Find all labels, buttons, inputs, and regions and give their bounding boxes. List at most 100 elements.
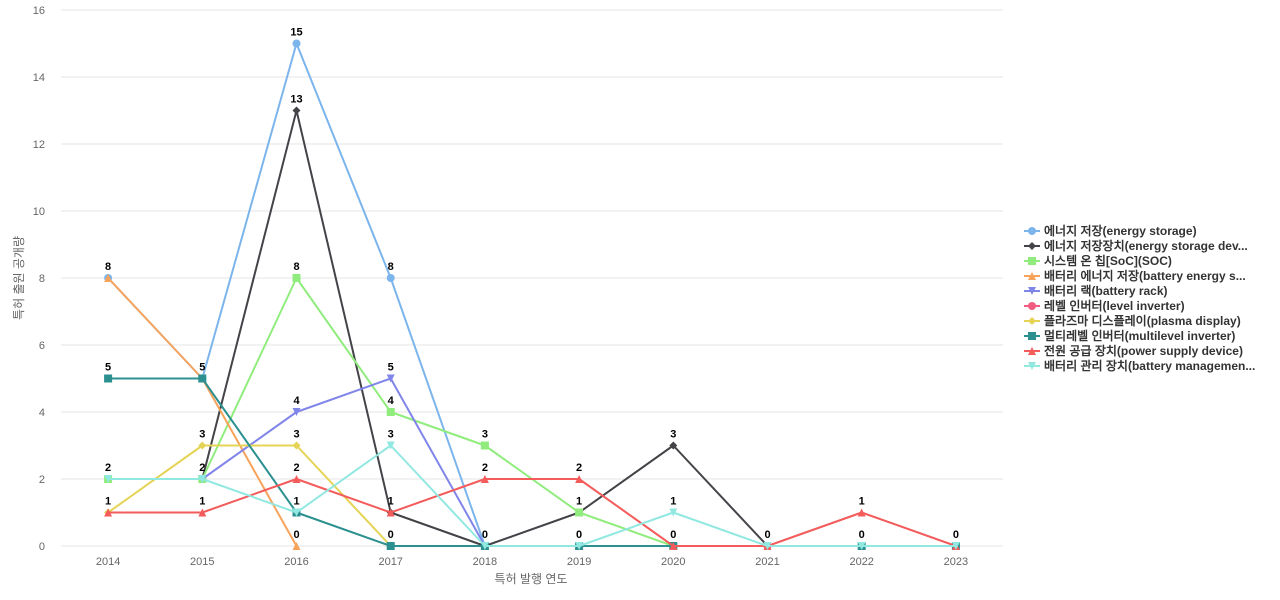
y-tick-label: 0 [39, 541, 45, 553]
legend-label[interactable]: 배터리 관리 장치(battery managemen... [1044, 358, 1255, 373]
data-label: 8 [293, 261, 299, 273]
series-line[interactable] [201, 377, 486, 547]
data-label: 2 [105, 462, 111, 474]
data-label: 3 [388, 429, 394, 441]
data-point[interactable] [386, 274, 395, 282]
data-label: 0 [764, 529, 770, 541]
series-line[interactable] [108, 444, 956, 547]
legend-item[interactable]: 시스템 온 칩[SoC](SOC) [1024, 253, 1172, 268]
data-point[interactable] [480, 542, 489, 550]
legend-label[interactable]: 에너지 저장장치(energy storage dev... [1044, 238, 1248, 253]
data-point[interactable] [575, 508, 584, 517]
legend-item[interactable]: 멀티레벨 인버터(multilevel inverter) [1024, 328, 1235, 343]
legend-label[interactable]: 시스템 온 칩[SoC](SOC) [1044, 253, 1172, 268]
series-line[interactable] [108, 478, 957, 547]
data-label: 2 [576, 462, 582, 474]
x-tick-label: 2017 [378, 556, 402, 568]
data-point[interactable] [386, 441, 395, 450]
legend-marker[interactable] [1028, 332, 1036, 340]
data-label: 0 [859, 529, 865, 541]
legend-item[interactable]: 에너지 저장장치(energy storage dev... [1024, 238, 1248, 253]
data-point[interactable] [857, 542, 866, 550]
data-point[interactable] [386, 508, 395, 517]
legend-marker[interactable] [1028, 227, 1036, 235]
data-point[interactable] [292, 274, 301, 282]
legend-marker[interactable] [1028, 287, 1036, 295]
data-point[interactable] [198, 374, 207, 383]
legend-item[interactable]: 배터리 에너지 저장(battery energy s... [1024, 268, 1246, 283]
data-point[interactable] [480, 475, 489, 483]
data-point[interactable] [669, 441, 678, 450]
data-label: 0 [576, 529, 582, 541]
data-point[interactable] [951, 542, 960, 550]
data-point[interactable] [104, 274, 113, 282]
data-point[interactable] [386, 408, 395, 416]
data-point[interactable] [104, 374, 113, 383]
data-point[interactable] [669, 508, 678, 517]
data-point[interactable] [292, 39, 301, 48]
data-label: 1 [576, 496, 582, 508]
y-tick-label: 6 [39, 340, 45, 352]
data-point[interactable] [386, 374, 395, 383]
data-point[interactable] [292, 542, 301, 550]
legend-item[interactable]: 배터리 랙(battery rack) [1024, 283, 1168, 298]
legend-label[interactable]: 배터리 에너지 저장(battery energy s... [1044, 268, 1246, 283]
data-point[interactable] [292, 106, 301, 115]
x-tick-label: 2015 [190, 556, 214, 568]
data-point[interactable] [763, 542, 772, 550]
data-label: 0 [953, 529, 959, 541]
data-label: 1 [199, 496, 205, 508]
legend[interactable]: 에너지 저장(energy storage)에너지 저장장치(energy st… [1024, 223, 1255, 373]
legend-label[interactable]: 전원 공급 장치(power supply device) [1044, 343, 1243, 358]
data-label: 1 [105, 496, 111, 508]
data-point[interactable] [198, 441, 207, 450]
legend-label[interactable]: 멀티레벨 인버터(multilevel inverter) [1044, 328, 1235, 343]
data-point[interactable] [386, 542, 395, 550]
legend-marker[interactable] [1028, 272, 1036, 280]
y-axis-title: 특허 출원 공개량 [12, 236, 26, 320]
legend-marker[interactable] [1028, 242, 1036, 250]
series-9[interactable] [104, 475, 960, 550]
series-5[interactable] [198, 374, 489, 551]
data-point[interactable] [857, 508, 866, 517]
x-tick-label: 2023 [944, 556, 968, 568]
data-point[interactable] [669, 542, 678, 550]
data-label: 2 [293, 462, 299, 474]
data-point[interactable] [292, 441, 301, 450]
y-axis-ticks: 0 2 4 6 8 10 12 14 16 [33, 5, 45, 553]
data-point[interactable] [104, 508, 113, 517]
data-point[interactable] [198, 508, 207, 517]
x-tick-label: 2020 [661, 556, 685, 568]
legend-marker[interactable] [1028, 302, 1036, 310]
legend-marker[interactable] [1028, 317, 1036, 325]
data-point[interactable] [292, 508, 301, 517]
data-point[interactable] [292, 408, 301, 416]
legend-label[interactable]: 배터리 랙(battery rack) [1044, 283, 1168, 298]
data-label: 2 [199, 462, 205, 474]
legend-label[interactable]: 에너지 저장(energy storage) [1044, 223, 1197, 238]
series-line[interactable] [108, 377, 956, 547]
legend-item[interactable]: 전원 공급 장치(power supply device) [1024, 343, 1243, 358]
data-point[interactable] [104, 475, 113, 483]
legend-label[interactable]: 플라즈마 디스플레이(plasma display) [1044, 313, 1241, 328]
data-point[interactable] [480, 441, 489, 450]
legend-item[interactable]: 레벨 인버터(level inverter) [1024, 298, 1185, 313]
legend-marker[interactable] [1028, 257, 1036, 265]
legend-marker[interactable] [1028, 347, 1036, 355]
data-point[interactable] [292, 475, 301, 483]
data-label: 8 [388, 261, 394, 273]
legend-label[interactable]: 레벨 인버터(level inverter) [1044, 298, 1185, 313]
legend-marker[interactable] [1028, 362, 1036, 370]
data-point[interactable] [575, 475, 584, 483]
legend-item[interactable]: 배터리 관리 장치(battery managemen... [1024, 358, 1255, 373]
legend-item[interactable]: 플라즈마 디스플레이(plasma display) [1024, 313, 1241, 328]
series-10[interactable] [104, 441, 960, 551]
y-tick-label: 4 [39, 407, 45, 419]
data-point[interactable] [198, 475, 207, 483]
data-point[interactable] [575, 542, 584, 550]
y-tick-label: 14 [33, 72, 45, 84]
legend-item[interactable]: 에너지 저장(energy storage) [1024, 223, 1197, 238]
y-tick-label: 8 [39, 273, 45, 285]
